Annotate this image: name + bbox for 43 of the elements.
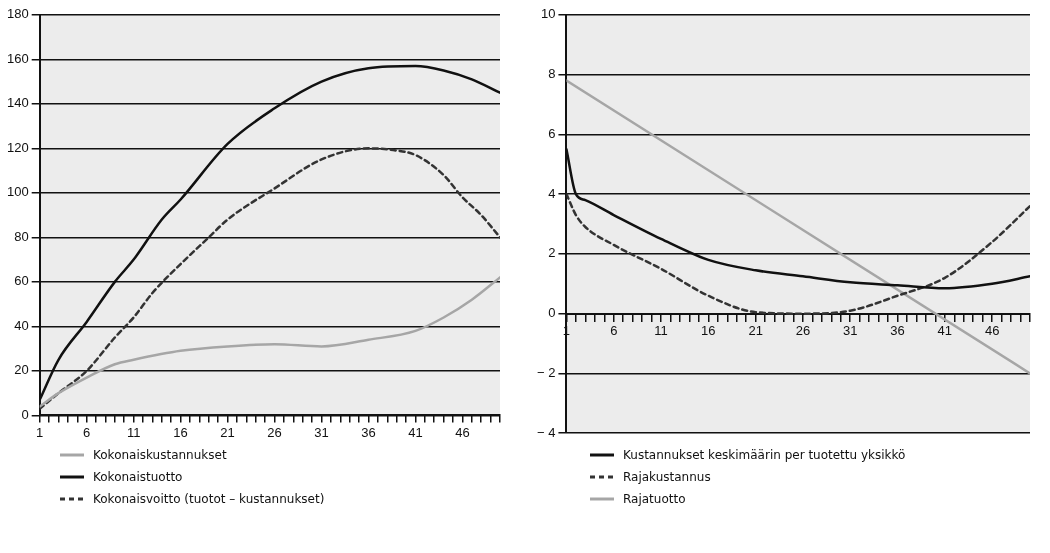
legend-label: Kokonaistuotto: [93, 470, 183, 484]
x-tick-label: 41: [408, 424, 423, 440]
x-tick-label: 6: [83, 424, 91, 440]
x-tick-label: 11: [126, 424, 141, 440]
y-tick-label: 4: [548, 185, 556, 201]
y-tick-label: 100: [6, 184, 29, 200]
x-tick-label: 16: [173, 424, 188, 440]
y-tick-label: 0: [21, 406, 29, 422]
x-tick-label: 36: [890, 323, 905, 339]
y-tick-label: 2: [548, 245, 556, 261]
y-tick-label: 120: [6, 139, 29, 155]
x-tick-label: 6: [610, 323, 618, 339]
x-tick-label: 16: [701, 323, 716, 339]
x-tick-label: 21: [220, 424, 235, 440]
y-tick-label: 0: [548, 305, 556, 321]
y-tick-label: 6: [548, 125, 556, 141]
x-tick-label: 36: [361, 424, 376, 440]
y-tick-label: 8: [548, 66, 556, 82]
y-tick-label: 10: [540, 6, 556, 22]
legend-label: Kokonaiskustannukset: [93, 448, 227, 462]
legend-label: Rajatuotto: [623, 492, 686, 506]
x-tick-label: 26: [267, 424, 282, 440]
x-tick-label: 11: [654, 323, 668, 339]
y-tick-label: − 2: [537, 365, 556, 381]
x-tick-label: 26: [795, 323, 811, 339]
y-tick-label: 140: [6, 95, 29, 111]
y-tick-label: 20: [14, 362, 29, 378]
y-tick-label: 160: [6, 50, 29, 66]
legend-label: Kustannukset keskimäärin per tuotettu yksikkö: [623, 448, 906, 462]
x-tick-label: 46: [984, 323, 1000, 339]
x-tick-label: 1: [36, 424, 44, 440]
x-tick-label: 31: [843, 323, 858, 339]
x-tick-label: 31: [314, 424, 329, 440]
y-tick-label: 60: [14, 273, 29, 289]
x-tick-label: 41: [937, 323, 953, 339]
y-tick-label: 180: [6, 6, 29, 22]
legend-label: Kokonaisvoitto (tuotot – kustannukset): [93, 492, 325, 506]
y-tick-label: 40: [14, 317, 29, 333]
legend-label: Rajakustannus: [623, 470, 711, 484]
x-tick-label: 21: [748, 323, 763, 339]
x-tick-label: 46: [455, 424, 470, 440]
y-tick-label: 80: [14, 228, 29, 244]
y-tick-label: − 4: [537, 424, 556, 440]
